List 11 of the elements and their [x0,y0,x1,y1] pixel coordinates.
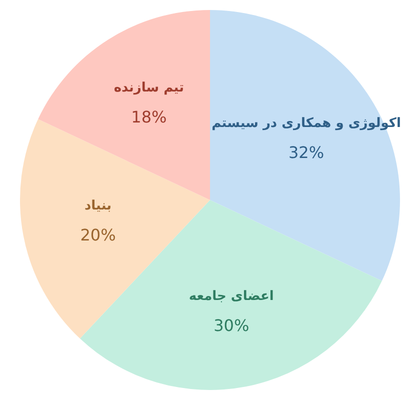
pie-slice [210,10,400,281]
data-label: 30% [214,316,250,335]
data-label: 18% [131,108,167,127]
data-label: 20% [80,225,116,244]
data-label: 32% [288,142,324,162]
slice-label: بنیاد [84,198,112,214]
slice-label: اکولوژی و همکاری در سیستم [212,116,401,131]
slice-label: اعضای جامعه [188,288,274,304]
slice-label: تیم سازنده [114,80,184,96]
pie-slice [80,200,382,390]
pie-slice [38,10,210,200]
